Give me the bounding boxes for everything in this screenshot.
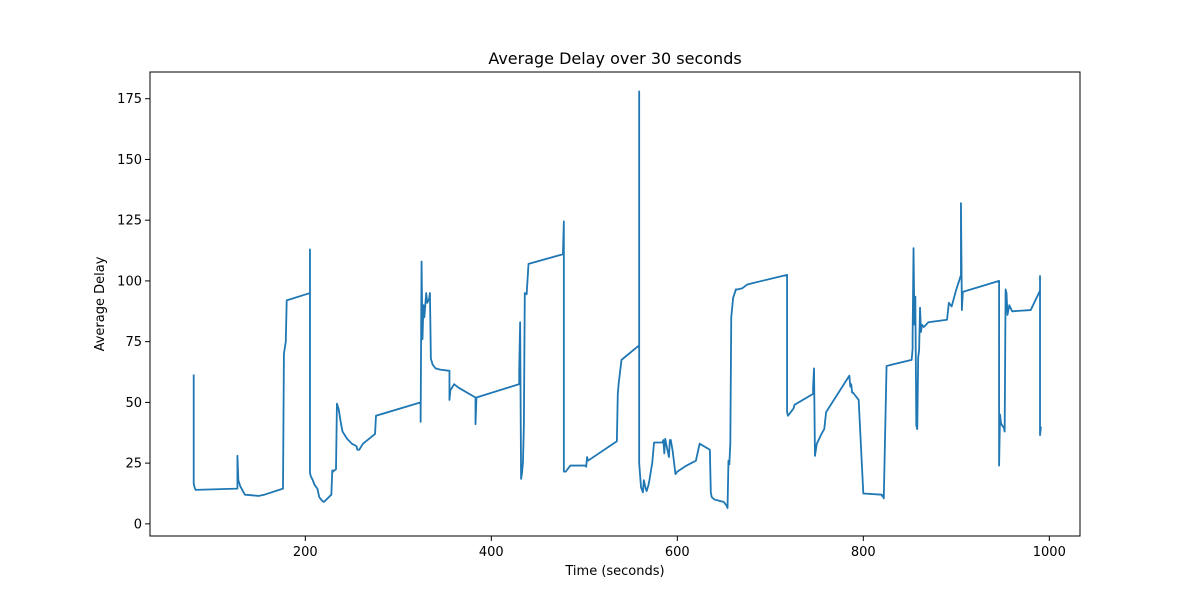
y-tick-label: 0: [134, 517, 142, 532]
plot-frame: [149, 71, 1081, 537]
y-tick-label: 50: [125, 396, 142, 411]
x-axis-ticks: 200 400 600 800 1000: [293, 536, 1066, 560]
y-tick-label: 175: [117, 92, 142, 107]
x-tick-label: 800: [851, 545, 876, 560]
y-axis-label: Average Delay: [93, 256, 108, 351]
series-line-0: [192, 90, 1042, 509]
x-tick-label: 200: [293, 545, 318, 560]
chart-title: Average Delay over 30 seconds: [488, 49, 741, 68]
x-axis-label: Time (seconds): [564, 564, 664, 579]
x-tick-label: 1000: [1033, 545, 1066, 560]
y-tick-label: 25: [125, 457, 142, 472]
y-tick-label: 150: [117, 153, 142, 168]
y-axis-ticks: 0 25 50 75 100 125 150 175: [117, 92, 150, 532]
series-group: [192, 90, 1042, 509]
y-tick-label: 100: [117, 274, 142, 289]
x-tick-label: 400: [479, 545, 504, 560]
x-tick-label: 600: [665, 545, 690, 560]
y-tick-label: 75: [125, 335, 142, 350]
y-tick-label: 125: [117, 214, 142, 229]
